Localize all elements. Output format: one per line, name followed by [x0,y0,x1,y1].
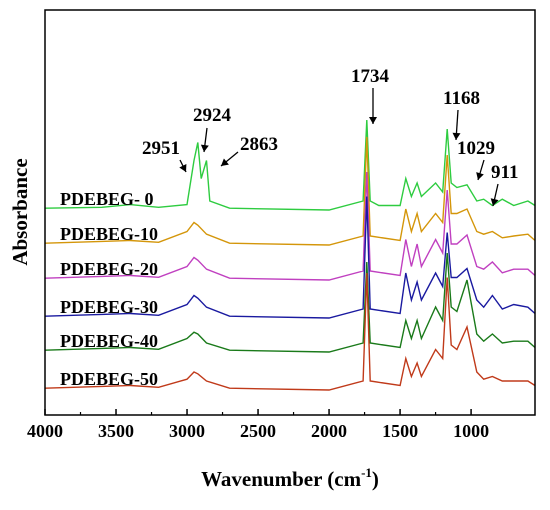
series-label: PDEBEG- 0 [60,189,154,209]
x-tick-label: 4000 [27,421,63,441]
peak-label: 2863 [240,134,278,155]
x-tick-label: 3500 [98,421,134,441]
series-label: PDEBEG-20 [60,259,158,279]
series-label: PDEBEG-50 [60,369,158,389]
peak-label: 1168 [443,88,480,109]
series-line [44,171,536,281]
peak-arrow-head [200,144,209,152]
x-axis-title: Wavenumber (cm-1) [201,465,379,491]
peak-label: 2924 [193,105,232,126]
peak-arrow-head [490,198,499,206]
peak-arrow-head [476,172,484,180]
x-tick-label: 2500 [240,421,276,441]
peak-label: 2951 [142,138,180,159]
x-tick-label: 1500 [382,421,418,441]
peak-arrow-head [179,164,187,172]
peak-arrow-head [452,132,461,140]
peak-label: 911 [491,162,518,183]
series-line [44,136,536,246]
peak-label: 1734 [351,66,390,87]
series-line [44,272,536,391]
x-tick-label: 3000 [169,421,205,441]
annotation-layer: 2951 2924 2863 1734 1168 1029 911 [142,66,518,207]
plot-frame [44,9,536,416]
series-label: PDEBEG-40 [60,331,158,351]
series-line [44,252,536,353]
peak-label: 1029 [457,138,495,159]
series-label-layer: PDEBEG- 0 PDEBEG-10 PDEBEG-20 PDEBEG-30 PDEB… [60,189,158,389]
series-layer [44,119,536,391]
series-label: PDEBEG-10 [60,224,158,244]
series-line [44,196,536,319]
x-tick-label: 1000 [453,421,489,441]
peak-arrow-head [221,158,229,166]
x-tick-layer: 4000 3500 3000 2500 2000 1500 1000 [27,409,489,441]
series-label: PDEBEG-30 [60,297,158,317]
y-axis-title: Absorbance [8,158,32,265]
peak-arrow-head [369,117,377,124]
series-line [44,119,536,211]
x-tick-label: 2000 [311,421,347,441]
